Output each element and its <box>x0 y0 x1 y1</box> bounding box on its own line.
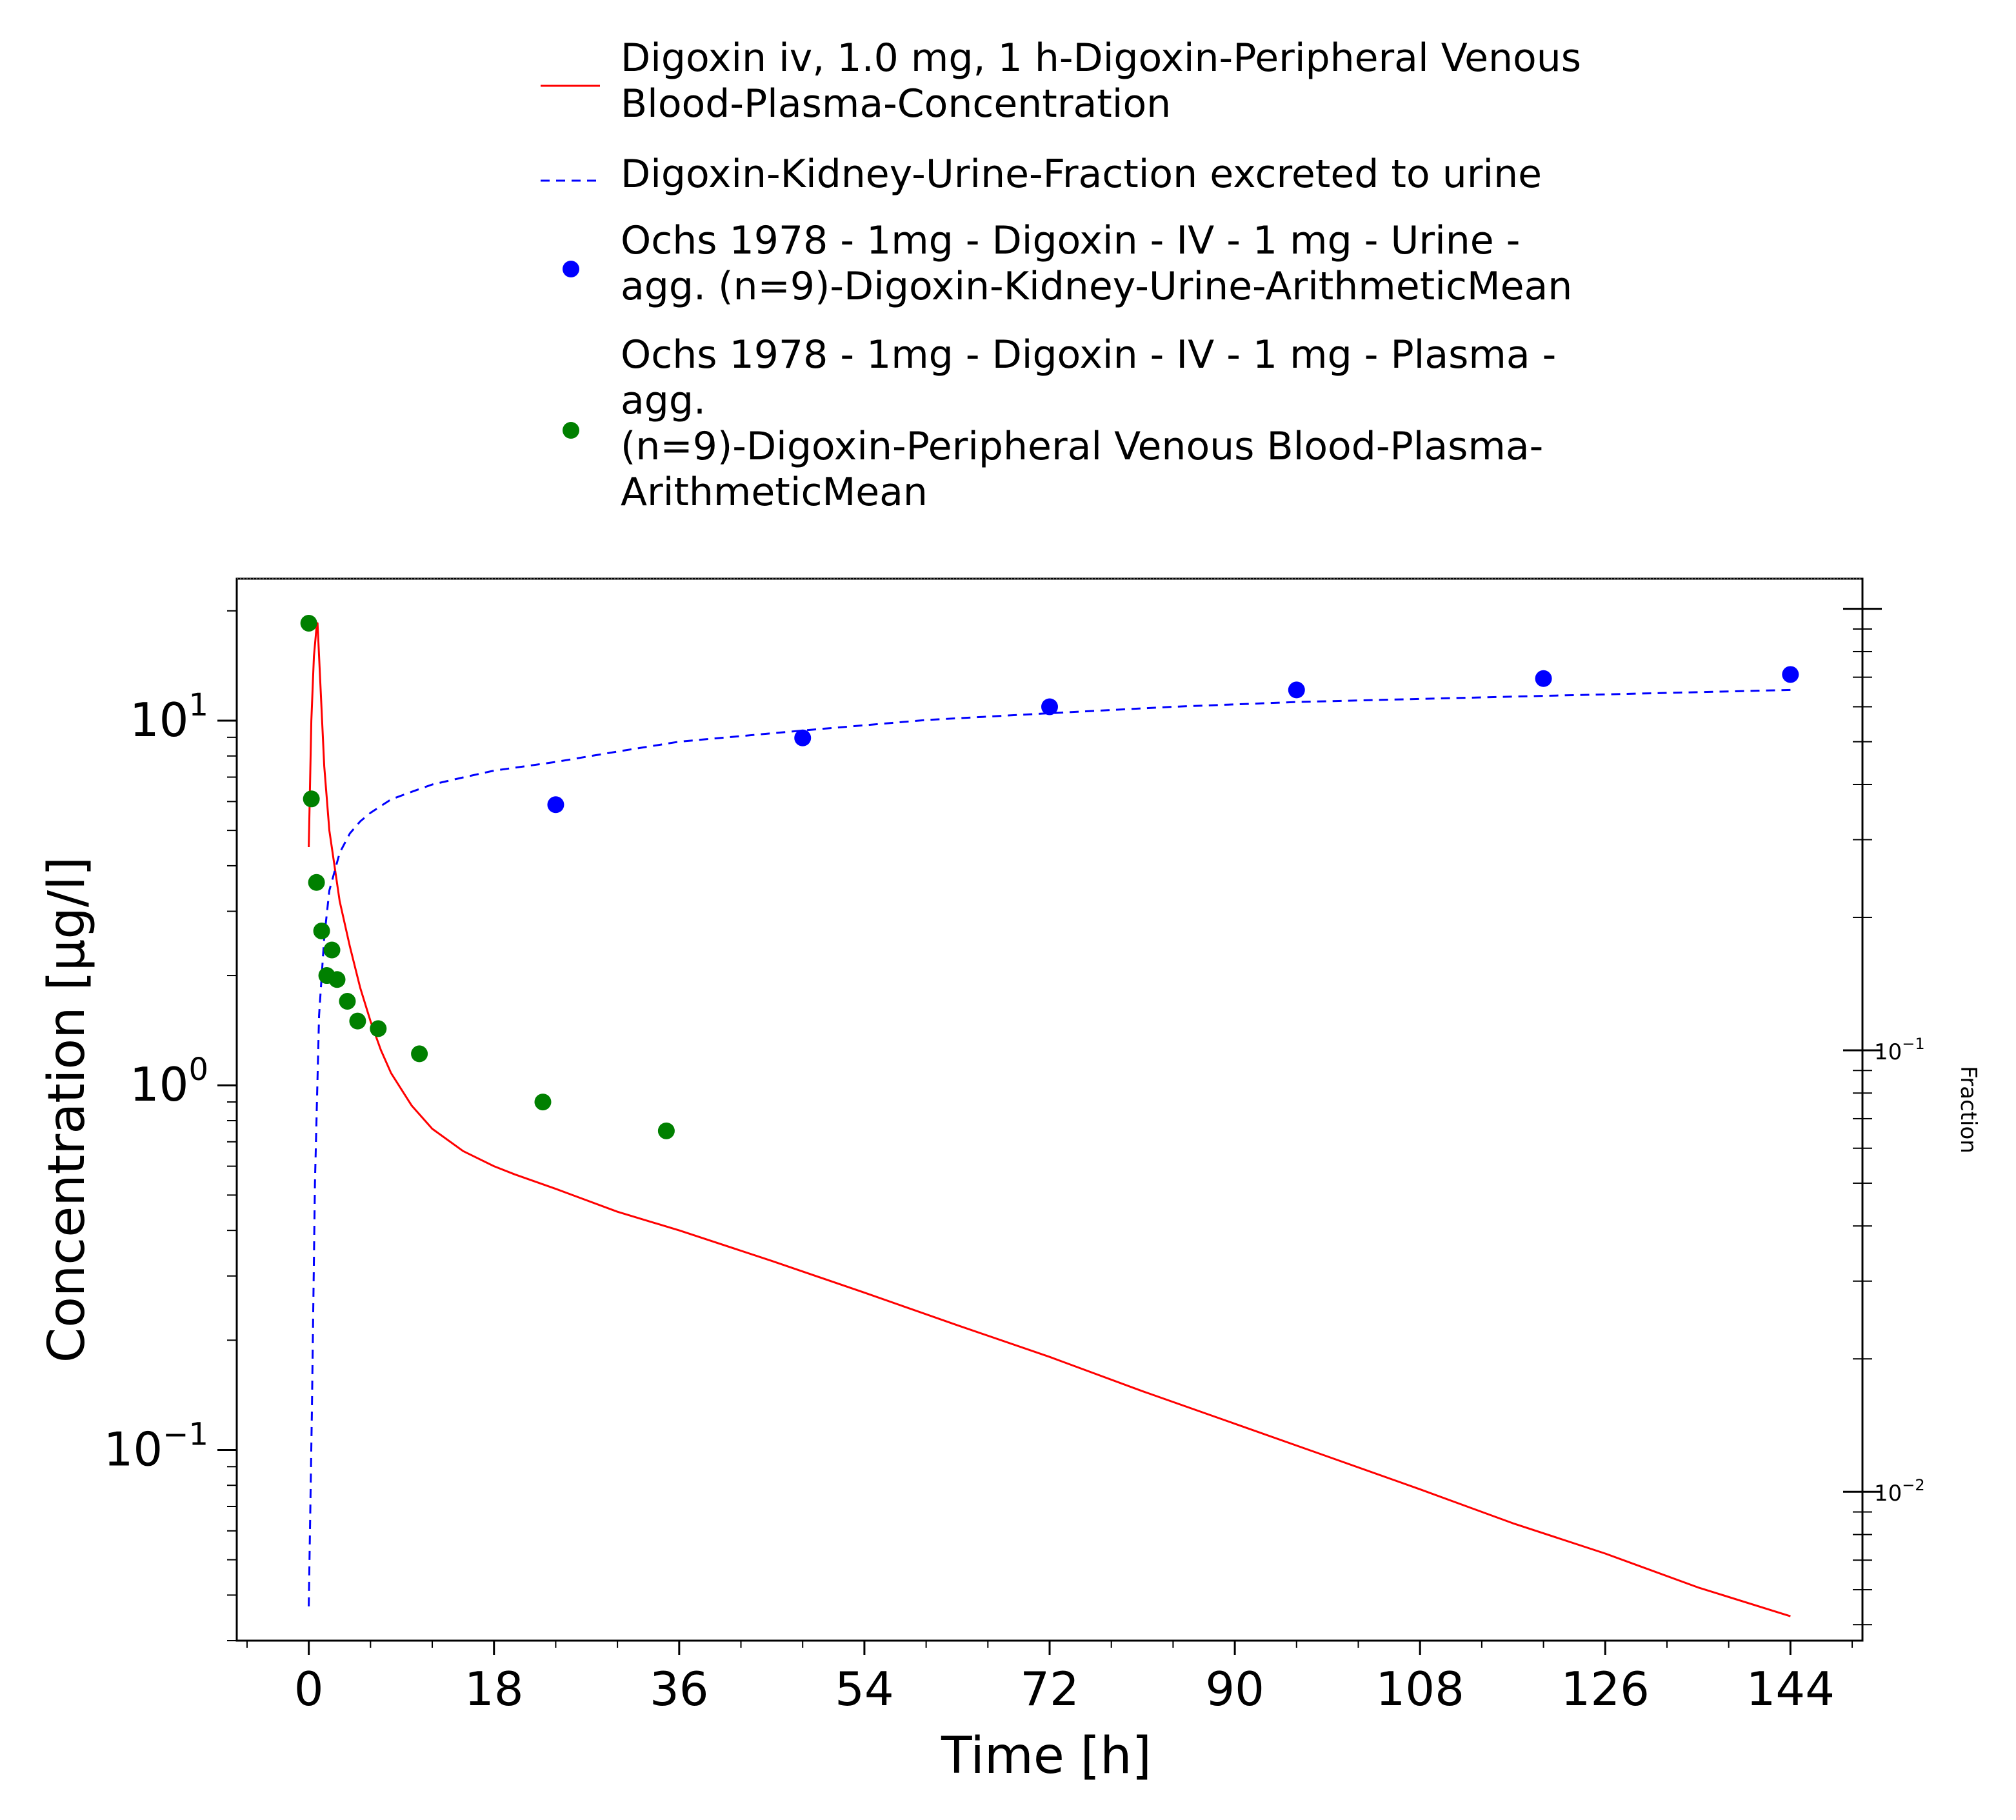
legend-entries: Digoxin iv, 1.0 mg, 1 h-Digoxin-Peripher… <box>621 35 1581 515</box>
data-point-3 <box>308 874 325 891</box>
data-point-3 <box>303 790 320 808</box>
x-tick-label: 144 <box>1746 1662 1835 1716</box>
legend-label-3-2: (n=9)-Digoxin-Peripheral Venous Blood-Pl… <box>621 424 1543 469</box>
y-axis-title: Concentration [µg/l] <box>38 857 96 1363</box>
data-point-3 <box>534 1094 552 1111</box>
data-point-3 <box>339 992 356 1010</box>
data-point-3 <box>349 1012 366 1030</box>
y2-axis-title: Fraction <box>1955 1066 1981 1154</box>
x-tick-label: 126 <box>1561 1662 1650 1716</box>
legend-label-3-3: ArithmeticMean <box>621 470 928 515</box>
x-tick-label: 54 <box>835 1662 894 1716</box>
y-tick-label: 100 <box>130 1052 208 1112</box>
data-point-3 <box>323 941 341 959</box>
legend-marker-green <box>563 422 579 439</box>
data-point-2 <box>794 729 812 746</box>
series-group <box>300 614 1799 1617</box>
x-tick-label: 36 <box>650 1662 709 1716</box>
y2-tick-label: 10−2 <box>1874 1476 1925 1506</box>
data-point-3 <box>300 614 317 632</box>
plot-frame <box>235 577 1864 1642</box>
legend-label-2-0: Ochs 1978 - 1mg - Digoxin - IV - 1 mg - … <box>621 218 1520 263</box>
legend-label-2-1: agg. (n=9)-Digoxin-Kidney-Urine-Arithmet… <box>621 264 1572 309</box>
x-tick-label: 90 <box>1205 1662 1264 1716</box>
legend-label-0-1: Blood-Plasma-Concentration <box>621 81 1171 126</box>
legend: Digoxin iv, 1.0 mg, 1 h-Digoxin-Peripher… <box>541 35 1581 515</box>
x-tick-label: 0 <box>294 1662 324 1716</box>
data-point-3 <box>328 971 346 988</box>
legend-label-0-0: Digoxin iv, 1.0 mg, 1 h-Digoxin-Peripher… <box>621 35 1581 81</box>
data-point-2 <box>1782 666 1799 683</box>
series-line-1 <box>308 688 1791 1606</box>
axis-ticks: 0 18 36 54 72 90 108 126 144 101 100 10−1 10−1 10−2 <box>104 608 1925 1716</box>
data-point-3 <box>370 1020 387 1037</box>
data-point-2 <box>547 796 564 814</box>
data-point-3 <box>411 1045 428 1063</box>
x-axis-title: Time [h] <box>941 1727 1152 1785</box>
data-point-3 <box>657 1122 675 1139</box>
plot-area: 0 18 36 54 72 90 108 126 144 101 100 10−1 10−1 10−2 <box>104 577 1925 1716</box>
series-line-0 <box>308 622 1791 1617</box>
data-point-2 <box>1041 698 1058 715</box>
data-point-2 <box>1535 670 1552 687</box>
legend-label-1-0: Digoxin-Kidney-Urine-Fraction excreted t… <box>621 152 1542 197</box>
legend-label-3-0: Ochs 1978 - 1mg - Digoxin - IV - 1 mg - … <box>621 332 1556 377</box>
y-tick-label: 10−1 <box>104 1416 208 1476</box>
data-point-2 <box>1288 681 1305 699</box>
x-tick-label: 108 <box>1375 1662 1464 1716</box>
x-tick-label: 18 <box>464 1662 524 1716</box>
legend-label-3-1: agg. <box>621 378 706 423</box>
y2-tick-label: 10−1 <box>1874 1035 1925 1065</box>
legend-marker-blue <box>563 261 579 277</box>
y-tick-label: 101 <box>130 687 208 747</box>
data-point-3 <box>313 922 330 939</box>
x-tick-label: 72 <box>1020 1662 1079 1716</box>
